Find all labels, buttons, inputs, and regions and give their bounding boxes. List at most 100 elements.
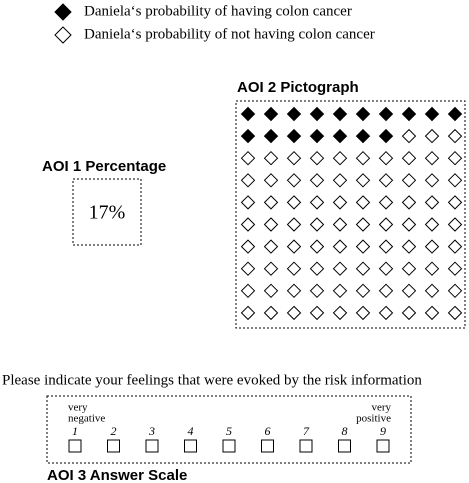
scale-checkbox[interactable] [376, 439, 390, 453]
empty-diamond [424, 217, 440, 232]
filled-diamond [355, 106, 371, 122]
empty-diamond [286, 217, 302, 232]
scale-checkbox[interactable] [184, 439, 197, 453]
legend-filled-diamond [54, 3, 72, 21]
empty-diamond [424, 195, 440, 210]
scale-number: 6 [265, 424, 271, 438]
aoi-title: AOI 1 Percentage [42, 158, 166, 175]
filled-diamond [309, 106, 325, 122]
empty-diamond [332, 150, 348, 166]
scale-number: 3 [148, 424, 155, 438]
empty-diamond [332, 305, 348, 321]
empty-diamond [424, 239, 440, 254]
filled-diamond [263, 128, 279, 144]
filled-diamond [286, 128, 302, 144]
empty-diamond [332, 217, 348, 232]
aoi-box [72, 178, 142, 246]
empty-diamond [355, 217, 371, 232]
empty-diamond [309, 173, 325, 188]
empty-diamond [447, 128, 463, 144]
empty-diamond [263, 261, 279, 276]
empty-diamond [401, 195, 417, 210]
scale-number: 9 [380, 424, 386, 438]
scale-high: very [371, 402, 391, 414]
filled-diamond [332, 128, 348, 144]
scale-number: 8 [342, 424, 348, 438]
scale-checkbox[interactable] [145, 439, 159, 453]
empty-diamond [447, 283, 463, 299]
empty-diamond [424, 150, 440, 166]
empty-diamond [447, 217, 463, 232]
empty-diamond [401, 305, 417, 321]
empty-diamond [401, 283, 417, 299]
scale-checkbox[interactable] [68, 439, 82, 453]
empty-diamond [355, 239, 371, 254]
empty-diamond [378, 239, 394, 254]
empty-diamond [355, 195, 371, 210]
empty-diamond [263, 283, 279, 299]
empty-diamond [401, 217, 417, 232]
empty-diamond [355, 305, 371, 321]
filled-diamond [401, 106, 417, 122]
scale-checkbox[interactable] [261, 439, 274, 453]
empty-diamond [424, 128, 440, 144]
empty-diamond [240, 261, 256, 276]
empty-diamond [447, 261, 463, 276]
filled-diamond [332, 106, 348, 122]
empty-diamond [263, 150, 279, 166]
empty-diamond [424, 283, 440, 299]
empty-diamond [240, 150, 256, 166]
aoi-box [46, 395, 412, 464]
empty-diamond [378, 217, 394, 232]
question: Please indicate your feelings that were … [2, 372, 422, 388]
empty-diamond [424, 261, 440, 276]
empty-diamond [309, 261, 325, 276]
empty-diamond [286, 239, 302, 254]
empty-diamond [447, 195, 463, 210]
aoi-title: AOI 2 Pictograph [237, 79, 359, 96]
empty-diamond [286, 195, 302, 210]
percentage: 17% [89, 202, 126, 224]
empty-diamond [332, 283, 348, 299]
empty-diamond [240, 217, 256, 232]
empty-diamond [240, 283, 256, 299]
scale-number: 7 [303, 424, 310, 438]
empty-diamond [309, 195, 325, 210]
scale-checkbox[interactable] [222, 439, 236, 453]
empty-diamond [401, 173, 417, 188]
empty-diamond [424, 173, 440, 188]
empty-diamond [355, 150, 371, 166]
empty-diamond [378, 150, 394, 166]
filled-diamond [263, 106, 279, 122]
scale-checkbox[interactable] [299, 439, 313, 453]
empty-diamond [332, 261, 348, 276]
empty-diamond [401, 128, 417, 144]
filled-diamond [424, 106, 440, 122]
scale-checkbox[interactable] [338, 439, 351, 453]
empty-diamond [332, 239, 348, 254]
empty-diamond [401, 239, 417, 254]
empty-diamond [240, 305, 256, 321]
legend-label: Daniela‘s probability of not having colo… [84, 26, 375, 42]
empty-diamond [263, 217, 279, 232]
scale-low: negative [68, 413, 105, 425]
scale-high: positive [356, 413, 391, 425]
empty-diamond [309, 305, 325, 321]
scale-low: very [68, 402, 88, 414]
legend-label: Daniela‘s probability of having colon ca… [84, 3, 352, 19]
empty-diamond [286, 283, 302, 299]
empty-diamond [263, 239, 279, 254]
scale-number: 1 [72, 424, 78, 438]
empty-diamond [240, 173, 256, 188]
filled-diamond [309, 128, 325, 144]
filled-diamond [355, 128, 371, 144]
scale-checkbox[interactable] [107, 439, 120, 453]
empty-diamond [378, 261, 394, 276]
empty-diamond [263, 195, 279, 210]
filled-diamond [240, 106, 256, 122]
scale-number: 2 [111, 424, 117, 438]
empty-diamond [263, 173, 279, 188]
empty-diamond [355, 283, 371, 299]
filled-diamond [447, 106, 463, 122]
empty-diamond [309, 150, 325, 166]
